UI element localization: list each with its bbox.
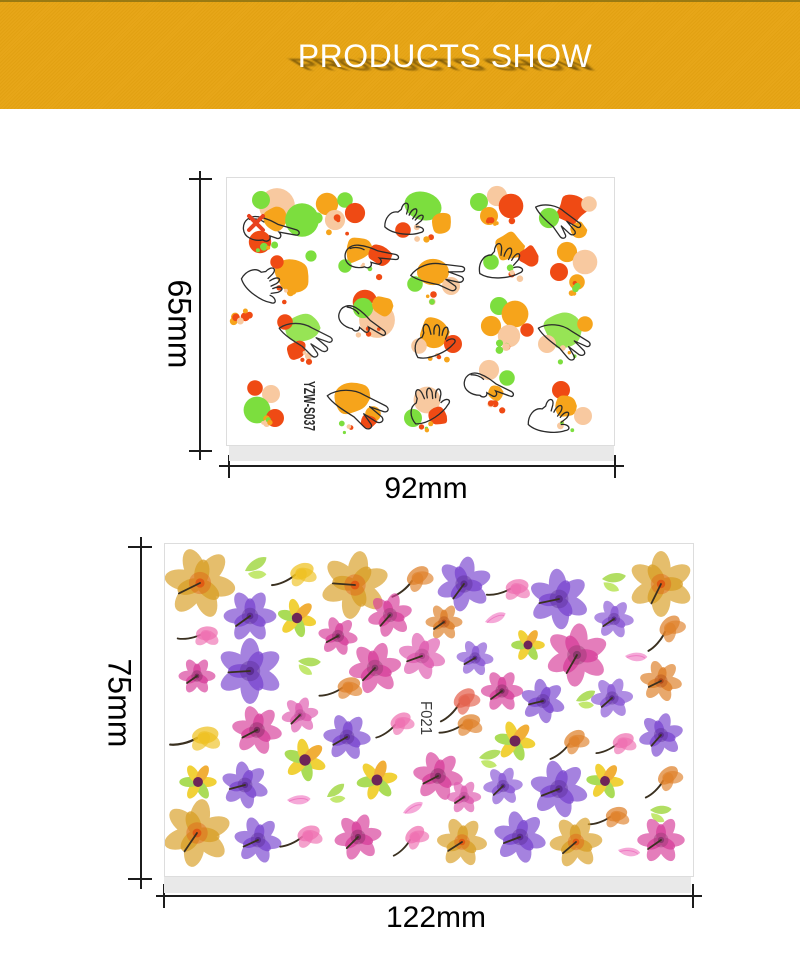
svg-text:YZW-S037: YZW-S037 (300, 381, 317, 431)
svg-text:F021: F021 (417, 701, 434, 735)
